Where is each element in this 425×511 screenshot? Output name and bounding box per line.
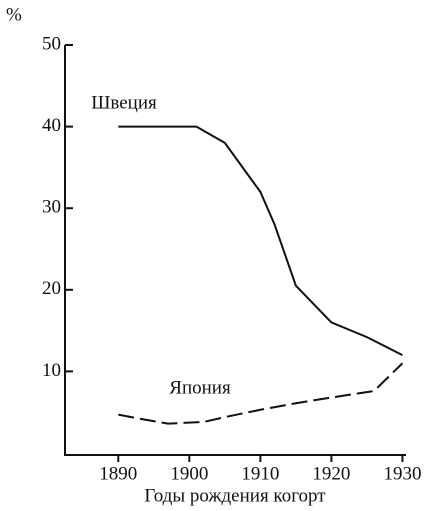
y-tick-label: 10 xyxy=(42,360,61,381)
x-tick-label: 1900 xyxy=(170,463,208,484)
x-tick-label: 1920 xyxy=(312,463,350,484)
x-tick-label: 1930 xyxy=(383,463,421,484)
y-tick-label: 50 xyxy=(42,33,61,54)
y-tick-label: 20 xyxy=(42,278,61,299)
y-tick-label: 30 xyxy=(42,197,61,218)
x-tick-label: 1910 xyxy=(241,463,279,484)
y-axis-label: % xyxy=(6,4,22,25)
x-tick-label: 1890 xyxy=(99,463,137,484)
y-tick-label: 40 xyxy=(42,115,61,136)
series-line xyxy=(118,362,404,425)
series-label: Япония xyxy=(169,377,231,398)
x-axis-label: Годы рождения когорт xyxy=(144,485,326,506)
series-label: Швеция xyxy=(91,92,157,113)
series-line xyxy=(118,125,403,356)
